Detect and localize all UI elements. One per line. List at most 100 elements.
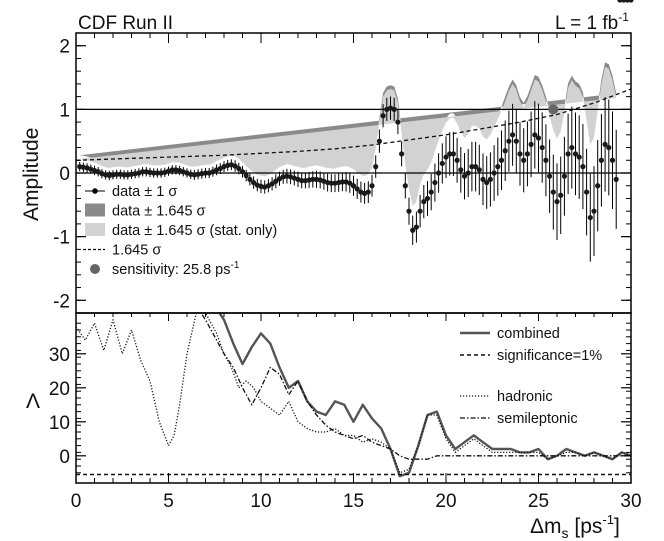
data-point [339,179,345,185]
curve-hadronic-low-dm [76,313,198,447]
legend-band-stat-swatch [85,223,105,236]
legend-points-symbol [92,188,98,194]
data-point [273,178,279,184]
x-tick-label: 20 [435,491,456,512]
data-point [421,199,427,205]
data-point [543,157,549,163]
lambda-axes: 0 10 20 30 0 5 10 15 20 25 30 [49,312,642,512]
data-point [417,208,423,214]
data-point [561,173,568,179]
y-tick-label: 20 [49,379,70,400]
data-point [498,157,505,163]
data-point [491,170,497,176]
data-point [424,195,431,202]
data-point [461,173,468,179]
legend-label-marker: sensitivity: 25.8 ps-1 [112,260,240,278]
data-point [380,113,386,119]
legend-label-text: data [112,184,144,200]
sensitivity-marker [548,104,559,115]
legend-label-symbol: ± [144,223,152,239]
data-point [450,151,456,157]
y-tick-label: 1 [59,100,70,121]
data-point [613,176,619,182]
data-point [535,135,542,141]
data-point [550,189,556,195]
legend-label-dashed: significance=1% [497,348,602,364]
data-point [243,172,249,179]
luminosity-label: L = 1 fb [555,13,618,34]
lambda-panel: 0 10 20 30 0 5 10 15 20 25 30 Λ Δms [ps-1] combine… [26,312,642,541]
data-point [598,157,605,163]
data-point [532,132,538,138]
legend-label-text: data [112,204,144,220]
data-point [247,176,253,182]
legend-label-text: data [112,223,144,239]
data-point [558,192,564,198]
band-stat-only-1645-sigma [79,66,617,207]
amplitude-points [77,0,634,233]
luminosity-unit-sup: -1 [618,10,629,24]
data-point [328,180,334,186]
data-point [151,170,157,176]
data-point [432,179,438,186]
data-point [602,141,608,147]
data-point [584,189,590,195]
data-point [350,183,357,189]
data-point [513,138,519,144]
data-point [369,183,375,189]
legend-label-band_total: data ± 1.645 σ [112,204,206,220]
legend-label-solid: combined [497,326,560,342]
data-point [572,151,579,157]
data-point [395,119,401,125]
data-point [169,167,175,173]
data-point [236,165,242,172]
data-point [347,180,353,186]
data-point [565,151,571,157]
data-point [140,169,146,175]
data-point [439,160,445,167]
data-point [547,173,553,179]
data-point [458,167,464,173]
data-point [569,144,575,151]
data-point [521,157,527,163]
x-axis-label-sup: -1 [602,512,614,527]
data-point [402,183,408,189]
y-tick-label: 0 [59,164,70,185]
legend-label-text: 1.645 σ [152,204,205,220]
data-point [517,151,523,157]
data-point [528,141,534,147]
data-point [365,189,371,195]
header-left: CDF Run II [78,13,173,34]
data-point [484,179,490,186]
curve-combined [217,313,631,478]
data-point [506,138,512,144]
legend-label-points: data ± 1 σ [112,184,177,200]
x-tick-label: 15 [343,491,364,512]
x-axis-label-close: ] [614,515,620,538]
data-point [121,172,127,178]
lambda-y-label: Λ [26,390,40,413]
data-point [480,176,486,182]
data-point [595,183,601,189]
data-point [580,164,586,170]
data-point [428,189,434,195]
data-point [591,208,597,214]
legend-label-sup: -1 [230,260,239,271]
data-point [606,144,612,151]
data-point [406,208,412,214]
data-point [554,199,560,205]
x-tick-label: 25 [528,491,549,512]
y-tick-label: 2 [59,37,70,58]
y-tick-label: -2 [53,291,70,312]
data-point [410,227,416,233]
data-point [436,170,442,176]
legend-label-dotted: hadronic [497,389,553,405]
data-point [391,106,397,112]
data-point [587,214,593,221]
data-point [310,176,316,182]
data-point [502,148,508,154]
x-tick-label: 5 [163,491,174,512]
y-tick-label: 30 [49,345,70,366]
